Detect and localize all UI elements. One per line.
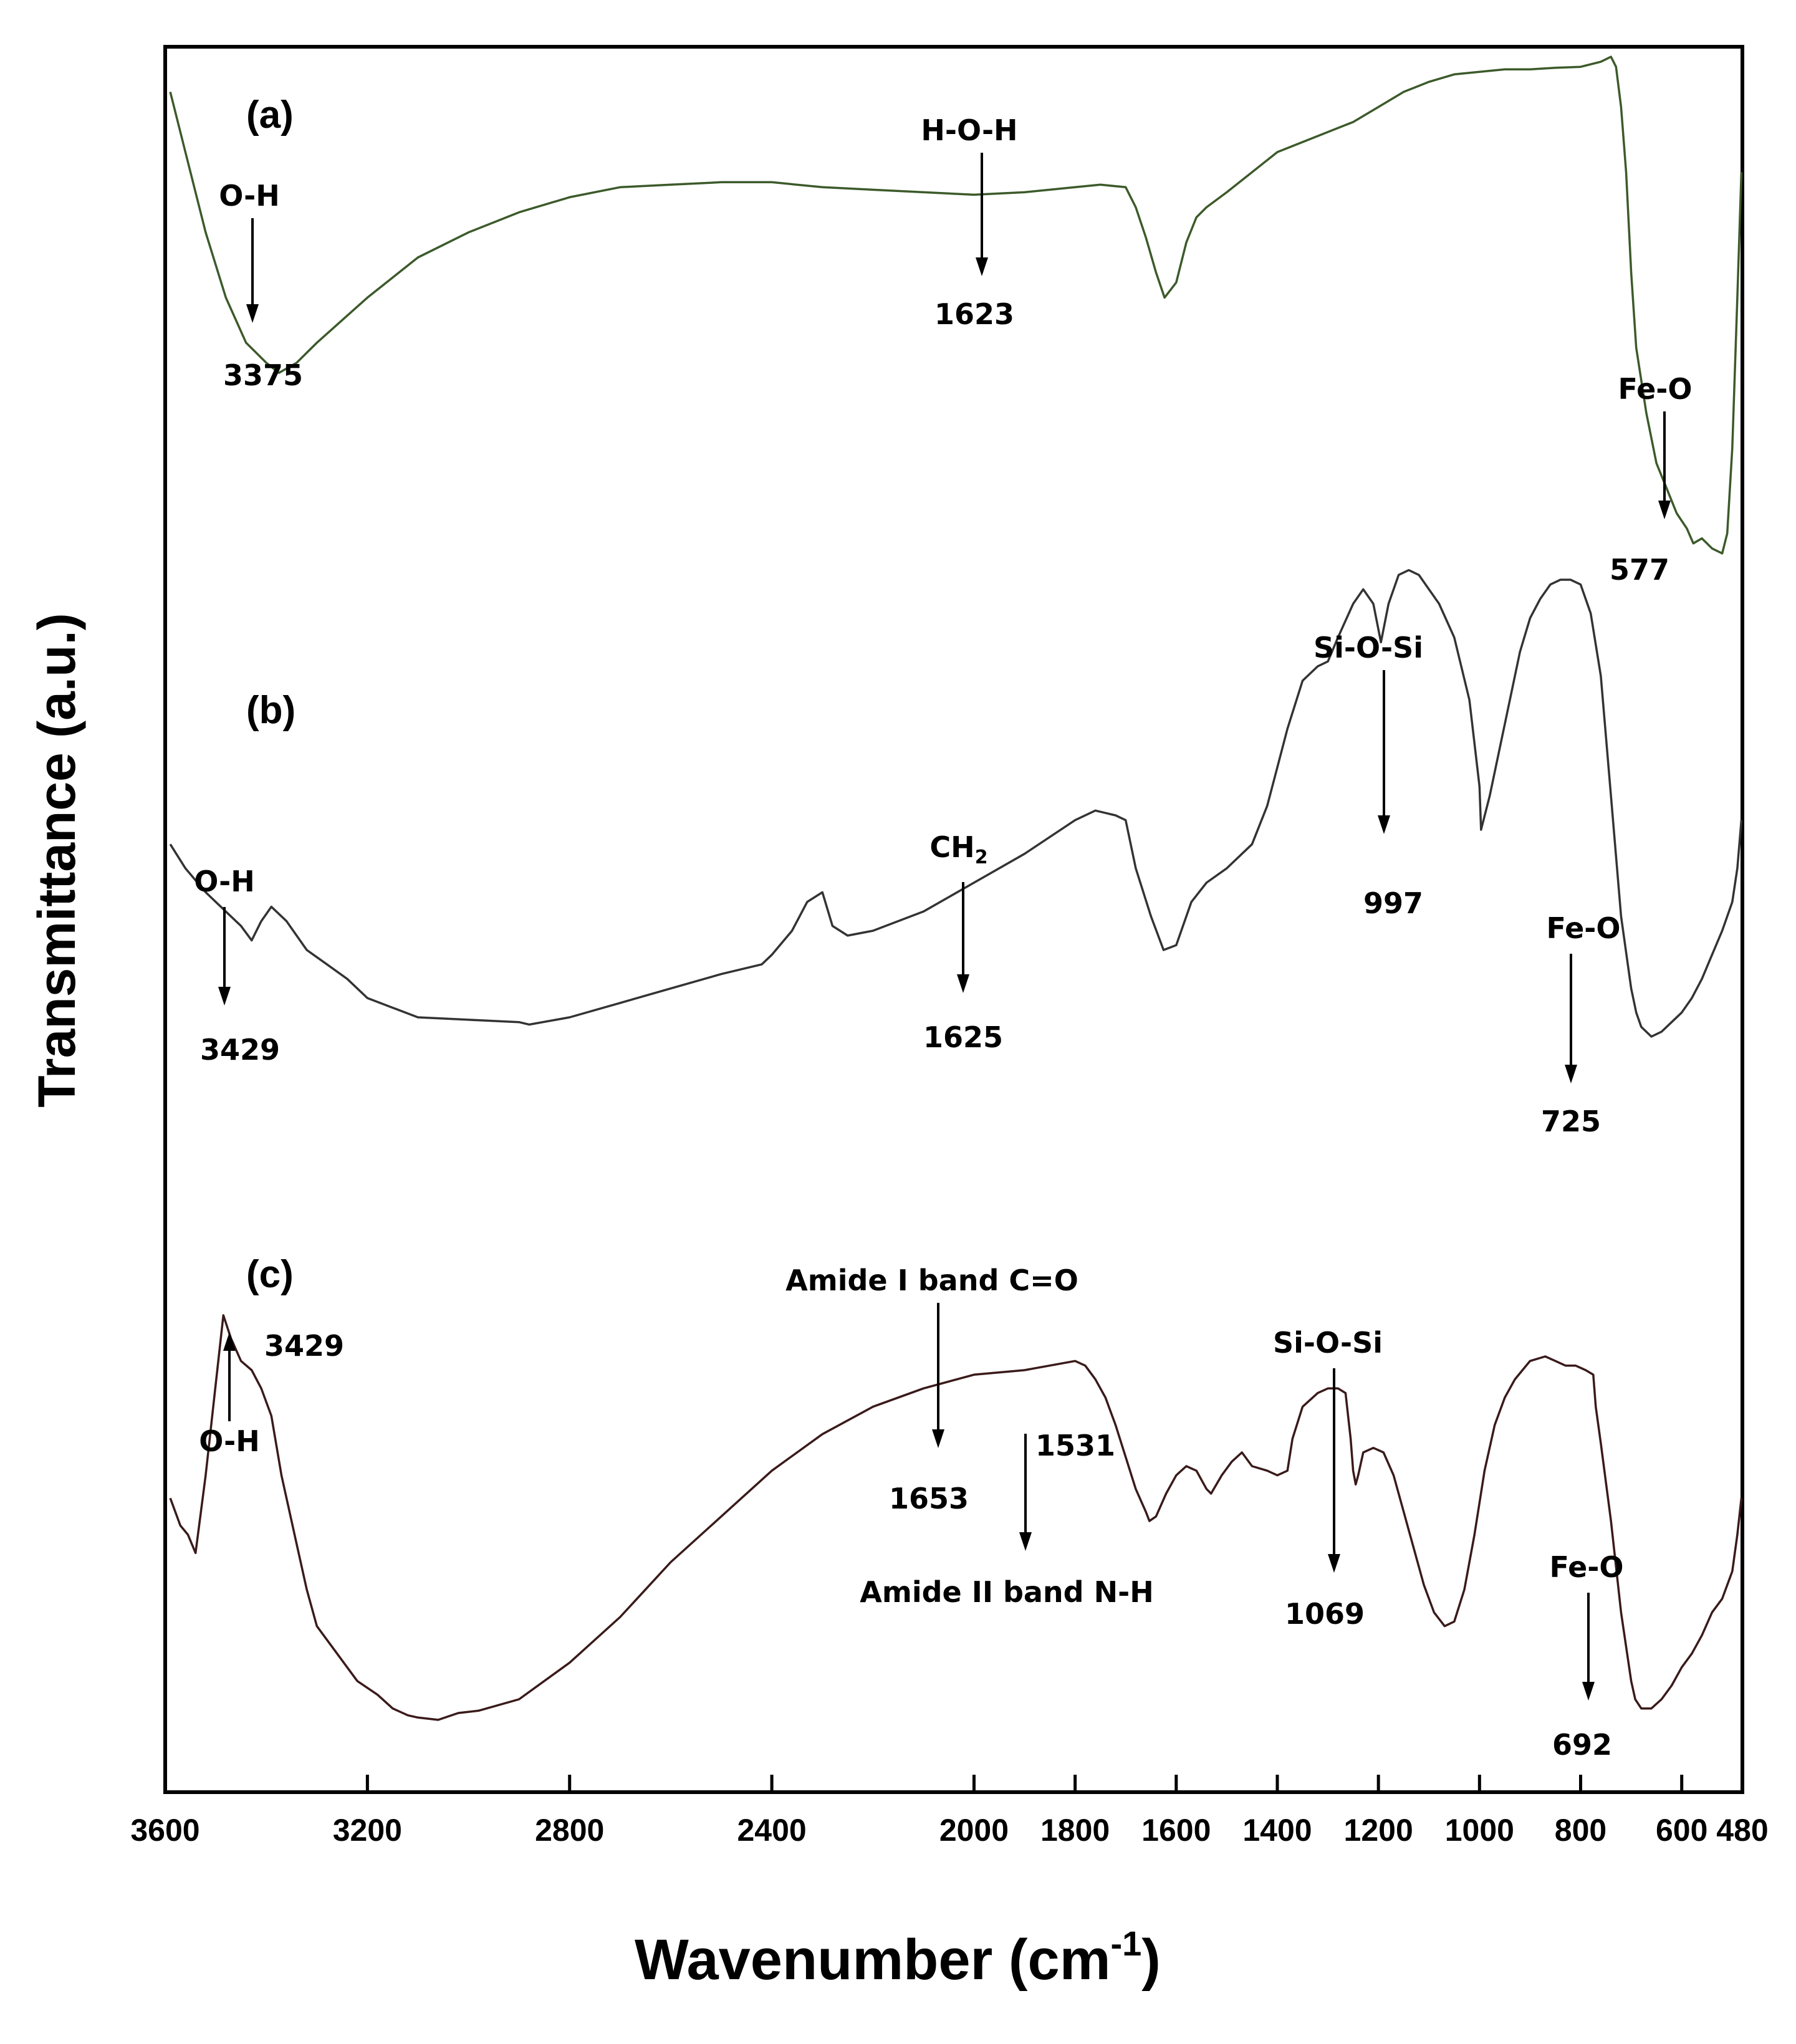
plot-frame <box>163 45 1744 1794</box>
annotation-arrows <box>218 153 1671 1701</box>
arrowhead-b-feo <box>1565 1065 1577 1083</box>
x-tick-label: 3200 <box>333 1813 402 1848</box>
series-line-a <box>169 55 1743 555</box>
ann-b-ch2-text: CH <box>929 830 974 864</box>
ann-c-amide1-value: 1653 <box>889 1482 969 1515</box>
x-tick-label: 3600 <box>130 1813 199 1848</box>
x-axis-label-main: Wavenumber (cm <box>635 1928 1110 1992</box>
arrowhead-c-amide1 <box>932 1429 944 1448</box>
arrowhead-b-oh <box>218 987 231 1005</box>
ann-a-hoh-label: H-O-H <box>921 113 1017 147</box>
arrowhead-c-oh <box>223 1332 236 1351</box>
ann-b-siosi-label: Si-O-Si <box>1313 631 1423 665</box>
ann-a-oh-label: O-H <box>219 179 280 213</box>
arrowhead-a-oh <box>246 304 259 323</box>
arrowhead-a-feo <box>1658 501 1671 519</box>
x-axis-ticks: 3600 3200 2800 2400 2000 1800 1600 1400 1200 1000… <box>130 1775 1769 1848</box>
ann-c-siosi-label: Si-O-Si <box>1273 1326 1383 1360</box>
x-tick-label: 480 <box>1716 1813 1768 1848</box>
ann-b-feo-value: 725 <box>1541 1105 1601 1138</box>
ann-c-siosi-value: 1069 <box>1285 1597 1365 1631</box>
ann-b-siosi-value: 997 <box>1363 886 1423 920</box>
x-tick-label: 1200 <box>1344 1813 1413 1848</box>
ann-c-feo-value: 692 <box>1552 1728 1612 1762</box>
ann-b-feo-label: Fe-O <box>1547 911 1621 945</box>
ann-b-ch2-value: 1625 <box>923 1020 1003 1054</box>
ann-b-ch2-label: CH2 <box>929 830 987 868</box>
x-tick-label: 2800 <box>535 1813 604 1848</box>
x-axis-label-close: ) <box>1141 1928 1161 1992</box>
panel-label-c: (c) <box>246 1253 294 1296</box>
ann-c-amide2-label: Amide II band N-H <box>860 1575 1153 1609</box>
ann-b-oh-value: 3429 <box>200 1033 280 1067</box>
ann-c-amide1-label: Amide I band C=O <box>785 1264 1078 1297</box>
arrowhead-c-feo <box>1582 1682 1595 1701</box>
ann-c-oh-value: 3429 <box>264 1329 344 1363</box>
x-tick-label: 1000 <box>1445 1813 1514 1848</box>
x-tick-label: 600 <box>1656 1813 1707 1848</box>
x-tick-label: 1800 <box>1040 1813 1110 1848</box>
x-tick-label: 800 <box>1555 1813 1606 1848</box>
ann-a-feo-value: 577 <box>1610 553 1669 587</box>
ann-c-amide2-value: 1531 <box>1035 1429 1115 1462</box>
ann-a-hoh-value: 1623 <box>934 297 1014 331</box>
y-axis-label: Transmittance (a.u.) <box>27 613 86 1108</box>
ann-a-oh-value: 3375 <box>223 358 303 392</box>
ann-b-oh-label: O-H <box>194 865 255 898</box>
panel-label-b: (b) <box>246 689 295 732</box>
arrowhead-b-siosi <box>1378 815 1390 834</box>
ann-a-feo-label: Fe-O <box>1618 372 1693 406</box>
x-tick-label: 2000 <box>939 1813 1009 1848</box>
panel-label-a: (a) <box>246 94 294 137</box>
ann-b-ch2-sub: 2 <box>975 847 988 868</box>
x-axis-label: Wavenumber (cm-1) <box>635 1924 1161 1992</box>
series-line-c <box>169 1314 1743 1721</box>
spectra <box>169 55 1743 1721</box>
series-line-b <box>169 569 1743 1038</box>
x-tick-label: 1400 <box>1242 1813 1312 1848</box>
arrowhead-c-siosi <box>1328 1554 1340 1573</box>
arrowhead-c-amide2 <box>1019 1532 1032 1551</box>
arrowhead-a-hoh <box>976 257 988 276</box>
ann-c-feo-label: Fe-O <box>1550 1550 1624 1584</box>
ann-c-oh-label: O-H <box>199 1424 260 1458</box>
x-tick-label: 2400 <box>737 1813 806 1848</box>
arrowhead-b-ch2 <box>957 974 969 993</box>
x-tick-label: 1600 <box>1141 1813 1211 1848</box>
x-axis-label-sup: -1 <box>1111 1924 1142 1963</box>
